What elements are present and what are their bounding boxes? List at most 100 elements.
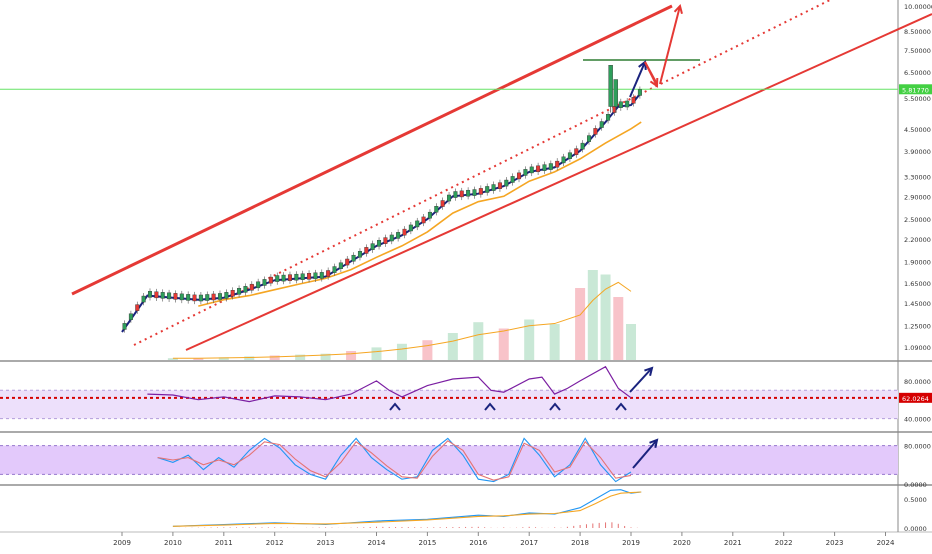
- candle-body: [485, 186, 490, 193]
- candle-body: [141, 295, 146, 303]
- candle-body: [618, 101, 623, 108]
- rsi-tick-label: 80.0000: [904, 378, 931, 386]
- y-tick-label: 8.50000: [904, 28, 931, 36]
- volume-bar: [498, 328, 509, 360]
- candle-body: [364, 247, 369, 254]
- drawing-layer: [0, 0, 932, 399]
- stochastic-tick-label: 80.0000: [904, 443, 931, 451]
- y-tick-label: 1.65000: [904, 280, 931, 288]
- candle-body: [504, 179, 509, 187]
- rsi-bounce-marker: [484, 402, 496, 411]
- candle-body: [377, 240, 382, 247]
- candle-body: [567, 152, 572, 159]
- candle-body: [440, 200, 445, 207]
- candle-body: [606, 114, 611, 121]
- x-tick-label: 2021: [724, 539, 742, 547]
- volume-bar: [295, 354, 306, 360]
- volume-bar: [600, 274, 611, 360]
- candle-body: [459, 190, 464, 198]
- x-tick-label: 2009: [113, 539, 131, 547]
- candle-body: [637, 89, 642, 96]
- stochastic-up-arrow-head: [649, 438, 659, 449]
- stochastic-d-line: [157, 440, 632, 481]
- x-tick-label: 2018: [571, 539, 589, 547]
- stochastic-k-line: [157, 437, 632, 483]
- candle-body: [478, 188, 483, 195]
- candle-body: [268, 276, 273, 284]
- candle-body: [154, 291, 159, 299]
- stochastic-tick-label: 0.0000: [904, 481, 927, 489]
- y-tick-label: 1.25000: [904, 323, 931, 331]
- current-price-badge: [899, 84, 932, 95]
- annotation-layer: [389, 3, 683, 469]
- y-tick-label: 3.30000: [904, 173, 931, 181]
- channel-upper-line: [71, 4, 673, 296]
- candle-body: [383, 237, 388, 244]
- x-tick-label: 2017: [520, 539, 538, 547]
- volume-bar: [422, 340, 433, 360]
- volume-bar: [575, 288, 586, 360]
- candle-body: [249, 283, 254, 291]
- axis-layer: 10.00000 8.50000 7.50000 6.50000 5.50000 4.50…: [113, 3, 932, 547]
- candle-body: [625, 100, 630, 108]
- x-tick-label: 2011: [215, 539, 233, 547]
- candle-body: [217, 293, 222, 300]
- target-arrow: [659, 5, 681, 85]
- candle-body: [287, 274, 292, 281]
- y-tick-label: 1.45000: [904, 300, 931, 308]
- volume-bar: [447, 333, 458, 360]
- volume-bar: [613, 297, 624, 360]
- y-tick-label: 1.90000: [904, 258, 931, 266]
- current-price-label: 5.81770: [902, 86, 929, 94]
- price-series-line: [198, 121, 642, 307]
- y-tick-label: 5.50000: [904, 95, 931, 103]
- candle-body: [548, 163, 553, 170]
- volume-bar: [346, 351, 357, 360]
- candle-body: [370, 243, 375, 250]
- candle-body: [319, 272, 324, 279]
- candle-body: [517, 172, 522, 180]
- volume-bar: [193, 358, 204, 360]
- candle-body: [447, 194, 452, 202]
- candle-body: [415, 220, 420, 228]
- y-tick-label: 2.90000: [904, 193, 931, 201]
- x-tick-label: 2022: [775, 539, 793, 547]
- candle-body: [587, 135, 592, 142]
- candle-body: [326, 270, 331, 277]
- candle-body: [211, 293, 216, 301]
- candle-body: [230, 290, 235, 297]
- y-tick-label: 2.50000: [904, 216, 931, 224]
- volume-bar: [244, 356, 255, 360]
- y-tick-label: 7.50000: [904, 47, 931, 55]
- series-layer: [121, 65, 642, 528]
- candle-body: [167, 292, 172, 300]
- candle-body: [434, 206, 439, 213]
- candle-body: [179, 293, 184, 301]
- volume-bar: [524, 319, 535, 360]
- volume-bar: [587, 270, 598, 360]
- candle-body: [497, 182, 502, 189]
- volume-bar: [626, 324, 636, 360]
- y-tick-label: 10.00000: [904, 3, 932, 11]
- rsi-bounce-marker: [549, 402, 561, 411]
- volume-bar: [396, 343, 407, 360]
- volume-bar: [549, 324, 560, 360]
- projection-arrow: [629, 61, 646, 98]
- rsi-up-arrow-head: [644, 366, 654, 377]
- y-tick-label: 4.50000: [904, 126, 931, 134]
- pullback-arrow: [644, 61, 658, 87]
- candle-body: [608, 65, 613, 107]
- y-tick-label: 2.20000: [904, 236, 931, 244]
- candle-body: [523, 169, 528, 176]
- candle-body: [357, 251, 362, 258]
- macd-tick-label: 0.0000: [904, 525, 927, 533]
- candle-body: [173, 293, 178, 300]
- macd-signal-line: [172, 491, 642, 527]
- candle-body: [427, 211, 432, 219]
- x-tick-label: 2015: [418, 539, 436, 547]
- candle-body: [510, 176, 515, 183]
- rsi-band: [0, 390, 898, 419]
- candle-body: [135, 304, 140, 311]
